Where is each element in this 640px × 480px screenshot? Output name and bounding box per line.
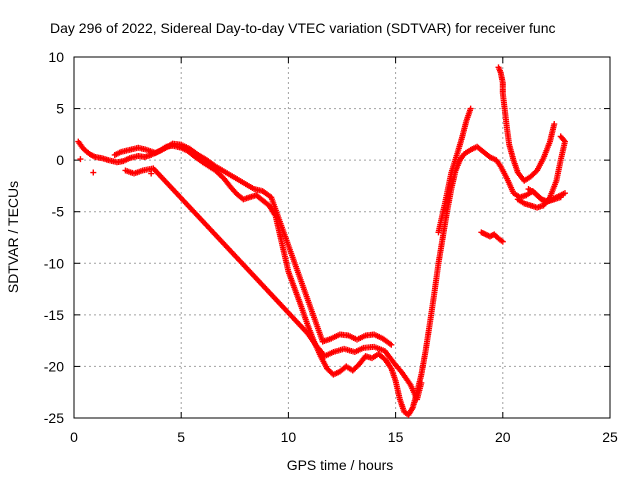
x-tick-label: 0 (70, 429, 78, 445)
y-tick-label: 5 (56, 101, 64, 117)
data-point-rise-2 (467, 105, 474, 112)
data-point-main (561, 190, 568, 197)
y-tick-label: -15 (44, 307, 64, 323)
y-tick-label: 0 (56, 152, 64, 168)
x-tick-label: 15 (388, 429, 404, 445)
x-tick-label: 5 (177, 429, 185, 445)
data-point-late-1 (551, 121, 558, 128)
data-point-outliers (90, 169, 97, 176)
x-axis-title: GPS time / hours (287, 457, 394, 473)
data-points (75, 64, 568, 418)
x-tick-label: 20 (495, 429, 511, 445)
data-point-outliers (148, 170, 155, 177)
y-tick-label: -10 (44, 255, 64, 271)
data-point-late-1 (532, 168, 539, 175)
y-tick-label: -5 (52, 204, 65, 220)
plot-frame (73, 56, 611, 419)
data-point-upper (388, 341, 395, 348)
data-point-lower (418, 379, 425, 386)
y-tick-label: -20 (44, 358, 64, 374)
data-point-outliers (218, 167, 225, 174)
data-point-outliers (77, 156, 84, 163)
data-point-segment-19 (499, 238, 506, 245)
chart-title: Day 296 of 2022, Sidereal Day-to-day VTE… (50, 20, 556, 36)
x-tick-label: 25 (602, 429, 618, 445)
x-tick-label: 10 (281, 429, 297, 445)
y-axis-title: SDTVAR / TECUs (5, 181, 21, 293)
data-point-late-2 (558, 134, 565, 141)
data-point-late-2 (557, 133, 564, 140)
data-point-late-3 (557, 194, 564, 201)
grid (74, 57, 610, 418)
axis-ticks: 0 5 10 15 20 25 -25 -20 -15 -10 -5 0 5 10 (44, 49, 618, 445)
y-tick-label: -25 (44, 410, 64, 426)
y-tick-label: 10 (48, 49, 64, 65)
